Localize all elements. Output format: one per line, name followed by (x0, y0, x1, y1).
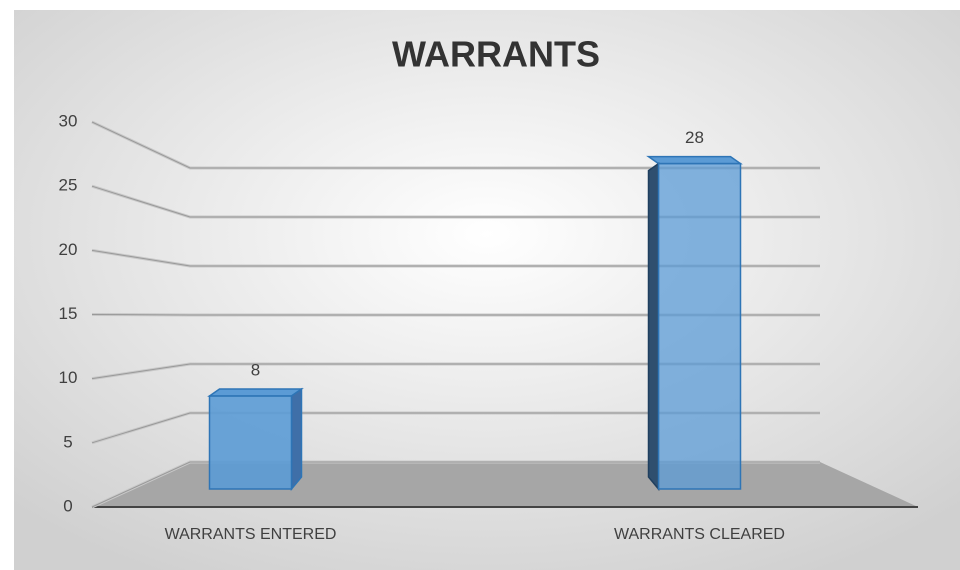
bar-top (646, 155, 743, 165)
grid-line (91, 249, 820, 267)
y-tick-label: 20 (59, 240, 78, 259)
bar-front (657, 162, 742, 490)
bar (207, 387, 304, 492)
grid-line (91, 121, 820, 169)
y-tick-label: 30 (59, 111, 78, 130)
data-label: 8 (251, 361, 260, 380)
grid-line (91, 461, 820, 508)
y-tick-label: 0 (63, 496, 72, 515)
y-tick-label: 15 (59, 304, 78, 323)
y-tick-label: 10 (59, 368, 78, 387)
y-tick-label: 5 (63, 432, 72, 451)
bar-side (647, 162, 660, 492)
data-label: 28 (685, 128, 704, 147)
grid-line (91, 314, 820, 316)
grid-line (91, 412, 820, 444)
bar (646, 155, 743, 492)
bar-front (208, 395, 293, 490)
x-tick-label: WARRANTS ENTERED (165, 526, 337, 543)
chart-title: WARRANTS (392, 34, 600, 75)
x-tick-label: WARRANTS CLEARED (614, 526, 785, 543)
bar-side (290, 387, 303, 492)
grid-line (91, 363, 820, 380)
bar-top (207, 388, 304, 397)
grid-line (91, 185, 820, 218)
y-tick-label: 25 (59, 176, 78, 195)
